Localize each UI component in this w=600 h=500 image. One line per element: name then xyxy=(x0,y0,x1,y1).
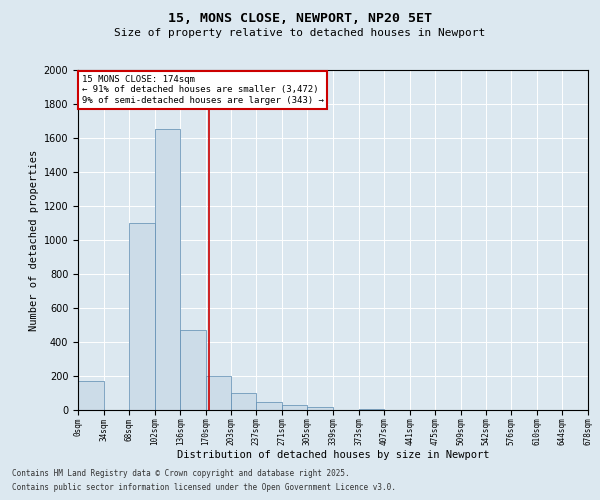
Bar xyxy=(155,130,181,410)
Bar xyxy=(359,409,384,410)
Text: 15, MONS CLOSE, NEWPORT, NP20 5ET: 15, MONS CLOSE, NEWPORT, NP20 5ET xyxy=(168,12,432,26)
Text: 15 MONS CLOSE: 174sqm
← 91% of detached houses are smaller (3,472)
9% of semi-de: 15 MONS CLOSE: 174sqm ← 91% of detached … xyxy=(82,75,323,105)
Text: Contains public sector information licensed under the Open Government Licence v3: Contains public sector information licen… xyxy=(12,484,396,492)
Bar xyxy=(206,376,230,410)
Y-axis label: Number of detached properties: Number of detached properties xyxy=(29,150,40,330)
Bar xyxy=(129,223,155,410)
X-axis label: Distribution of detached houses by size in Newport: Distribution of detached houses by size … xyxy=(177,450,489,460)
Text: Contains HM Land Registry data © Crown copyright and database right 2025.: Contains HM Land Registry data © Crown c… xyxy=(12,468,350,477)
Bar xyxy=(282,405,307,410)
Bar xyxy=(307,406,333,410)
Bar xyxy=(78,381,104,410)
Bar xyxy=(230,393,256,410)
Bar xyxy=(181,330,206,410)
Text: Size of property relative to detached houses in Newport: Size of property relative to detached ho… xyxy=(115,28,485,38)
Bar xyxy=(256,402,282,410)
